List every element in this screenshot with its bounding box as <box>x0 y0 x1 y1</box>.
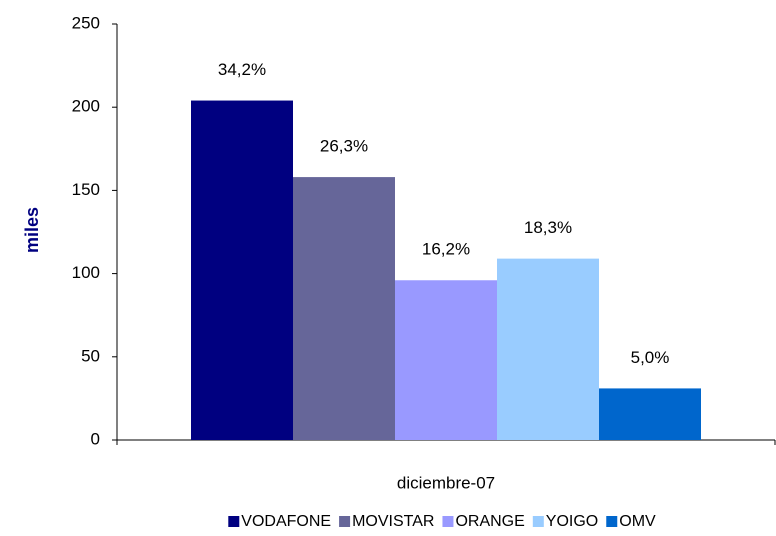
data-label: 34,2% <box>218 60 266 79</box>
legend-label: ORANGE <box>455 513 524 530</box>
data-label: 16,2% <box>422 240 470 259</box>
legend-swatch <box>532 516 544 527</box>
bar <box>497 258 599 440</box>
y-tick-label: 250 <box>72 13 100 32</box>
data-label: 26,3% <box>320 137 368 156</box>
legend-label: OMV <box>619 513 656 530</box>
y-tick-label: 0 <box>91 429 100 448</box>
y-tick-label: 150 <box>72 180 100 199</box>
y-tick-label: 200 <box>72 97 100 116</box>
data-label: 5,0% <box>631 348 670 367</box>
legend-label: YOIGO <box>546 513 598 530</box>
legend-swatch <box>339 516 351 527</box>
legend-swatch <box>228 516 240 527</box>
data-label: 18,3% <box>524 218 572 237</box>
legend-label: MOVISTAR <box>352 513 434 530</box>
bar <box>191 100 293 440</box>
legend-swatch <box>442 516 454 527</box>
bar <box>293 177 395 440</box>
bar <box>395 280 497 440</box>
legend-swatch <box>606 516 618 527</box>
y-axis-label: miles <box>22 207 42 253</box>
y-tick-label: 100 <box>72 263 100 282</box>
x-tick-label: diciembre-07 <box>397 473 495 492</box>
legend-label: VODAFONE <box>241 513 331 530</box>
y-tick-label: 50 <box>81 346 100 365</box>
bar <box>599 388 701 440</box>
